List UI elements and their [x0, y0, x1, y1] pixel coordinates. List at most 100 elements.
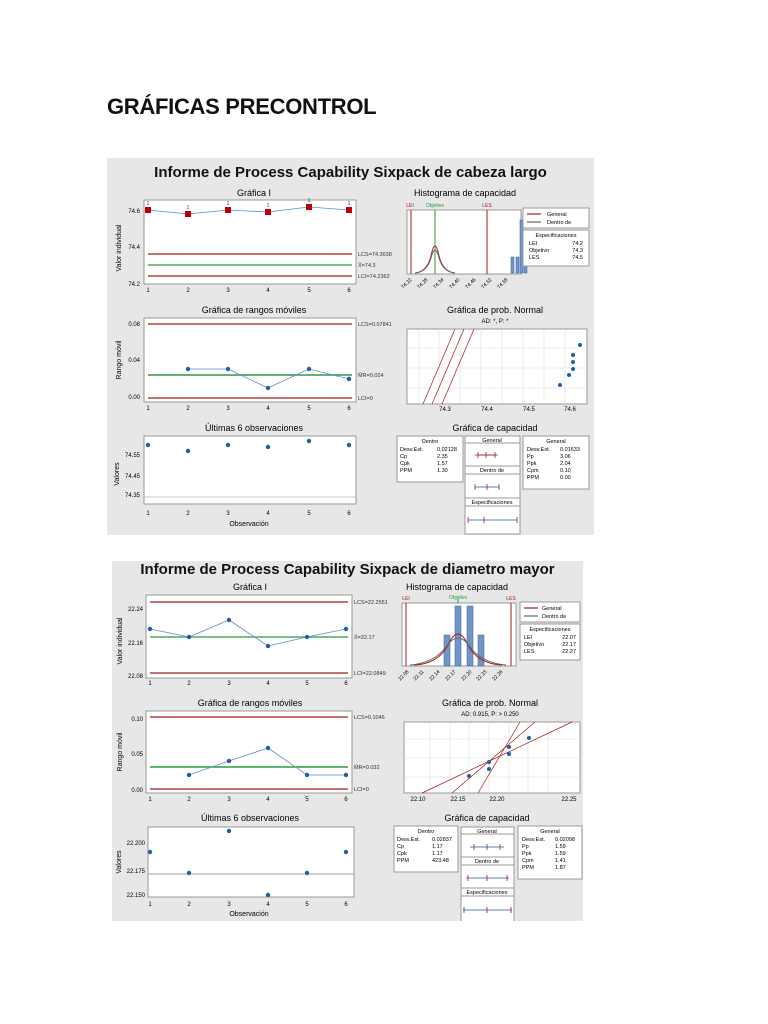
svg-text:Dentro de: Dentro de: [480, 468, 504, 474]
svg-text:22.11: 22.11: [413, 669, 426, 682]
svg-text:LEI: LEI: [406, 203, 414, 209]
svg-text:6: 6: [344, 681, 348, 687]
svg-text:74.4: 74.4: [128, 245, 140, 251]
svg-text:74.45: 74.45: [125, 474, 141, 480]
svg-text:0.08: 0.08: [128, 322, 140, 328]
svg-text:74.34: 74.34: [432, 277, 445, 290]
svg-text:AD: 0.915, P: > 0.250: AD: 0.915, P: > 0.250: [461, 712, 519, 718]
svg-text:1.59: 1.59: [555, 844, 566, 850]
svg-text:22.10: 22.10: [410, 797, 426, 803]
svg-text:M̄R=0.032: M̄R=0.032: [354, 764, 380, 771]
svg-text:Gráfica de rangos móviles: Gráfica de rangos móviles: [198, 698, 303, 708]
svg-text:0.02128: 0.02128: [437, 447, 457, 453]
svg-text:74.2: 74.2: [128, 282, 140, 288]
svg-text:74.6: 74.6: [128, 209, 140, 215]
svg-text:74.3: 74.3: [439, 407, 451, 413]
svg-text:0.10: 0.10: [560, 468, 571, 474]
svg-text:LES: LES: [529, 255, 540, 261]
svg-text:2.35: 2.35: [437, 454, 448, 460]
page-title: GRÁFICAS PRECONTROL: [107, 94, 377, 119]
svg-text:LCS=22.2551: LCS=22.2551: [354, 600, 388, 606]
svg-text:1: 1: [267, 203, 270, 209]
svg-text:6: 6: [344, 797, 348, 803]
svg-text:1: 1: [146, 288, 150, 294]
svg-text:22.20: 22.20: [489, 797, 505, 803]
svg-text:General: General: [482, 438, 502, 444]
svg-text:0.05: 0.05: [131, 752, 143, 758]
svg-text:3.06: 3.06: [560, 454, 571, 460]
capability-plot: Gráfica de capacidad Dentro Desv.Est. 0.0…: [393, 813, 583, 921]
svg-text:74.46: 74.46: [464, 277, 477, 290]
svg-text:6: 6: [347, 511, 351, 517]
last-observations-chart: Últimas 6 observaciones Valores 22.200 2…: [116, 813, 355, 918]
svg-text:X̄=22.17: X̄=22.17: [354, 634, 375, 641]
svg-text:1: 1: [308, 198, 311, 204]
svg-text:Desv.Est.: Desv.Est.: [522, 837, 546, 843]
svg-text:22.15: 22.15: [450, 797, 466, 803]
report-diametro-mayor: Informe de Process Capability Sixpack de…: [112, 561, 583, 921]
svg-text:0.00: 0.00: [128, 395, 140, 401]
svg-text:6: 6: [347, 288, 351, 294]
i-chart-ucl-label: LCS=74.3638: [358, 252, 392, 258]
svg-text:3: 3: [227, 902, 231, 908]
svg-text:4: 4: [266, 288, 270, 294]
svg-text:2.04: 2.04: [560, 461, 571, 467]
svg-text:22.17: 22.17: [562, 642, 576, 648]
svg-text:LEI: LEI: [524, 635, 533, 641]
svg-text:2: 2: [187, 902, 191, 908]
svg-text:74.58: 74.58: [496, 277, 509, 290]
svg-text:Ppk: Ppk: [527, 461, 537, 467]
svg-text:Últimas 6 observaciones: Últimas 6 observaciones: [205, 423, 304, 433]
svg-text:M̄R=0.024: M̄R=0.024: [358, 372, 384, 379]
svg-text:LCI=22.0849: LCI=22.0849: [354, 671, 386, 677]
svg-text:Dentro: Dentro: [422, 439, 439, 445]
svg-text:5: 5: [305, 681, 309, 687]
svg-text:2: 2: [186, 406, 190, 412]
svg-text:Especificaciones: Especificaciones: [467, 890, 508, 896]
svg-text:Últimas 6 observaciones: Últimas 6 observaciones: [201, 813, 300, 823]
svg-text:LEI: LEI: [402, 596, 410, 602]
svg-text:22.150: 22.150: [127, 893, 146, 899]
normal-probability-plot: Gráfica de prob. Normal AD: *, P: * 74.3…: [406, 305, 588, 413]
svg-text:Dentro de: Dentro de: [475, 859, 499, 865]
svg-text:4: 4: [266, 797, 270, 803]
svg-text:5: 5: [307, 406, 311, 412]
svg-text:74.28: 74.28: [416, 277, 429, 290]
svg-text:LES: LES: [524, 649, 535, 655]
svg-text:General: General: [477, 829, 497, 835]
report-title: Informe de Process Capability Sixpack de…: [140, 561, 555, 578]
svg-text:4: 4: [266, 681, 270, 687]
svg-text:1: 1: [187, 205, 190, 211]
svg-text:0.04: 0.04: [128, 358, 140, 364]
svg-text:22.175: 22.175: [127, 869, 146, 875]
svg-text:22.200: 22.200: [127, 841, 146, 847]
svg-text:2: 2: [187, 797, 191, 803]
svg-text:Desv.Est.: Desv.Est.: [527, 447, 551, 453]
svg-text:4: 4: [266, 902, 270, 908]
svg-text:Objetivo: Objetivo: [524, 642, 544, 648]
svg-text:5: 5: [305, 902, 309, 908]
svg-text:Especificaciones: Especificaciones: [536, 233, 577, 239]
svg-text:Desv.Est.: Desv.Est.: [400, 447, 424, 453]
svg-text:22.14: 22.14: [428, 669, 441, 682]
svg-text:4: 4: [266, 406, 270, 412]
svg-text:1: 1: [148, 902, 152, 908]
svg-text:22.23: 22.23: [475, 669, 488, 682]
svg-text:1: 1: [147, 201, 150, 207]
svg-text:General: General: [542, 606, 562, 612]
svg-text:1: 1: [348, 201, 351, 207]
legend-general: General: [547, 212, 567, 218]
svg-text:74.52: 74.52: [480, 277, 493, 290]
svg-text:74.40: 74.40: [448, 277, 461, 290]
i-chart: Gráfica I Valor individual 22.24 22.16 2…: [117, 582, 388, 687]
svg-text:1.41: 1.41: [555, 858, 566, 864]
svg-text:Gráfica I: Gráfica I: [233, 582, 267, 592]
svg-text:74.6: 74.6: [564, 407, 576, 413]
svg-text:0.01633: 0.01633: [560, 447, 580, 453]
svg-text:LEI: LEI: [529, 241, 538, 247]
svg-text:1: 1: [148, 797, 152, 803]
svg-text:74.2: 74.2: [572, 241, 583, 247]
svg-text:PPM: PPM: [522, 865, 534, 871]
svg-text:2: 2: [187, 681, 191, 687]
svg-text:Pp: Pp: [527, 454, 534, 460]
